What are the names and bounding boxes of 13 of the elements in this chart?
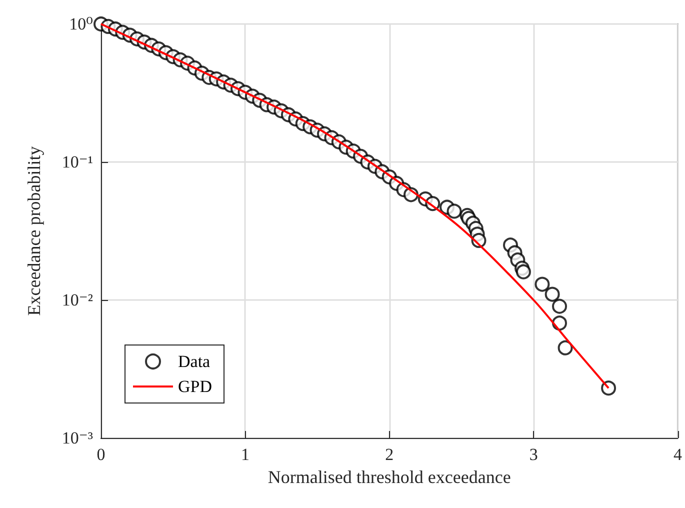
x-tick-label: 4 <box>674 445 682 464</box>
legend-label: GPD <box>178 377 212 396</box>
x-axis-title: Normalised threshold exceedance <box>268 467 511 487</box>
y-tick-label: 10⁰ <box>69 14 94 34</box>
x-tick-label: 3 <box>529 445 538 464</box>
legend-label: Data <box>178 352 211 371</box>
y-tick-label: 10⁻¹ <box>62 152 93 172</box>
x-tick-label: 0 <box>96 445 106 464</box>
y-axis-title: Exceedance probability <box>24 146 44 316</box>
x-tick-label: 2 <box>385 445 394 464</box>
y-tick-label: 10⁻² <box>62 290 93 310</box>
x-tick-label: 1 <box>240 445 250 464</box>
y-tick-label: 10⁻³ <box>62 428 93 448</box>
